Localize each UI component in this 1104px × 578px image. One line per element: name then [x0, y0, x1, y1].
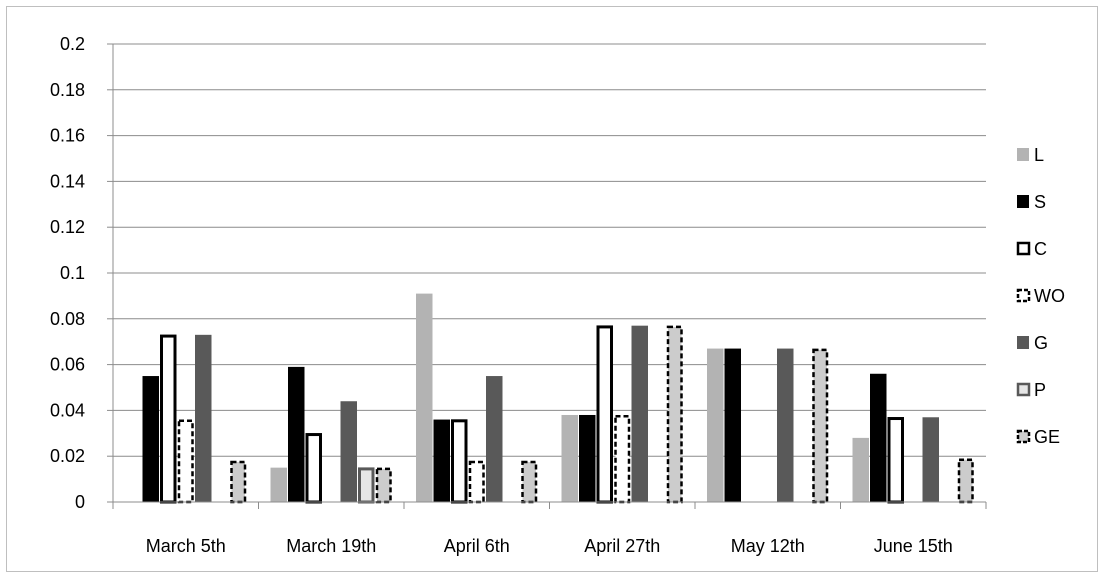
bar-g-5	[922, 417, 939, 502]
legend-label-s: S	[1034, 192, 1046, 212]
bar-g-2	[486, 376, 503, 502]
bar-g-4	[777, 348, 794, 502]
y-tick-label: 0.2	[60, 34, 85, 54]
legend-label-l: L	[1034, 145, 1044, 165]
bar-c-3	[596, 325, 613, 504]
bar-c-1	[305, 433, 322, 504]
y-tick-label: 0.12	[50, 217, 85, 237]
axes	[112, 44, 987, 509]
x-tick-label: March 5th	[146, 536, 226, 556]
bar-wo-3	[614, 414, 631, 504]
bar-c-0	[160, 334, 177, 504]
y-tick-label: 0.08	[50, 309, 85, 329]
bar-s-3	[579, 414, 596, 502]
bar-g-3	[631, 325, 648, 502]
bar-ge-3	[666, 325, 683, 504]
y-tick-label: 0	[75, 492, 85, 512]
legend-swatch-s	[1017, 195, 1029, 208]
y-tick-label: 0.14	[50, 171, 85, 191]
legend-swatch-c	[1016, 241, 1031, 256]
bar-c-5	[887, 417, 904, 504]
bar-ge-1	[375, 467, 392, 504]
y-tick-label: 0.18	[50, 80, 85, 100]
bars	[142, 293, 974, 504]
legend-label-wo: WO	[1034, 286, 1065, 306]
bar-ge-5	[957, 458, 974, 504]
legend-label-g: G	[1034, 333, 1048, 353]
y-tick-label: 0.02	[50, 446, 85, 466]
legend-swatch-l	[1017, 148, 1029, 161]
bar-p-1	[358, 467, 375, 504]
legend-swatch-p	[1016, 382, 1031, 397]
bar-ge-2	[521, 460, 538, 504]
bar-l-2	[416, 293, 433, 502]
bar-ge-0	[230, 460, 247, 504]
bar-l-1	[270, 467, 287, 502]
bar-l-5	[852, 437, 869, 502]
y-tick-label: 0.1	[60, 263, 85, 283]
legend-swatch-wo	[1016, 288, 1031, 303]
bar-wo-2	[468, 460, 485, 504]
y-tick-label: 0.04	[50, 400, 85, 420]
legend-label-c: C	[1034, 239, 1047, 259]
x-tick-label: April 6th	[444, 536, 510, 556]
x-axis-tick-labels: March 5th March 19th April 6th April 27th Ma…	[146, 536, 953, 556]
legend-swatch-ge	[1016, 429, 1031, 444]
legend-swatch-g	[1017, 336, 1029, 349]
bar-g-1	[340, 401, 357, 502]
bar-c-2	[451, 419, 468, 504]
legend-label-ge: GE	[1034, 427, 1060, 447]
bar-s-2	[433, 419, 450, 502]
bar-g-0	[195, 334, 212, 502]
legend: L S C WO G P GE	[1016, 145, 1065, 447]
x-tick-label: May 12th	[731, 536, 805, 556]
x-tick-label: June 15th	[874, 536, 953, 556]
bar-l-3	[561, 414, 578, 502]
bar-wo-0	[177, 419, 194, 504]
bar-s-5	[870, 373, 887, 502]
bar-s-0	[142, 376, 159, 502]
bar-ge-4	[812, 348, 829, 504]
y-tick-label: 0.06	[50, 355, 85, 375]
bar-l-4	[707, 348, 724, 502]
y-axis-tick-labels: 0 0.02 0.04 0.06 0.08 0.1 0.12 0.14 0.16 0.18 0.2	[50, 34, 85, 512]
x-tick-label: April 27th	[584, 536, 660, 556]
gridlines	[107, 43, 986, 503]
bar-s-4	[724, 348, 741, 502]
y-tick-label: 0.16	[50, 126, 85, 146]
bar-s-1	[288, 366, 305, 502]
x-tick-label: March 19th	[286, 536, 376, 556]
legend-label-p: P	[1034, 380, 1046, 400]
